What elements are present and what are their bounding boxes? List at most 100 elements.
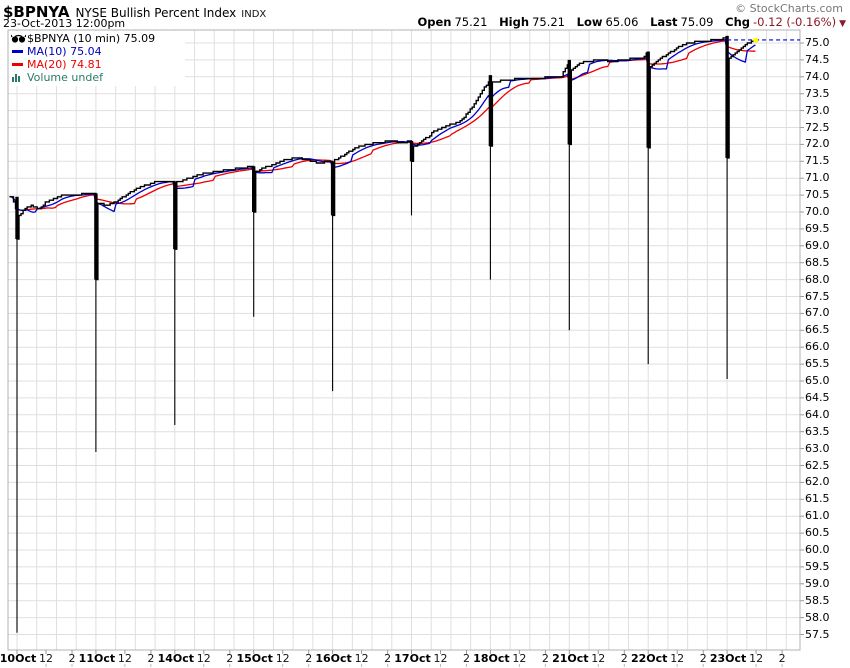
y-axis-label: 60.5 (805, 526, 830, 540)
x-axis-time-label: 2 (620, 652, 628, 665)
y-axis-label: 66.5 (805, 323, 830, 337)
y-axis-label: 59.0 (805, 576, 830, 590)
y-axis-label: 68.0 (805, 272, 830, 286)
y-axis-label: 75.0 (805, 36, 830, 49)
y-axis-label: 63.5 (805, 424, 830, 438)
high-label: High (499, 15, 530, 29)
y-axis-label: 69.0 (805, 238, 830, 252)
chart-datetime: 23-Oct-2013 12:00pm (3, 17, 126, 30)
y-axis-label: 67.5 (805, 289, 830, 303)
y-axis-label: 74.5 (805, 52, 830, 66)
x-axis-time-label: 12 (749, 652, 764, 665)
x-axis-time-label: 12 (591, 652, 606, 665)
y-axis-label: 63.0 (805, 441, 830, 455)
high-value: 75.21 (532, 15, 565, 29)
y-axis-label: 66.0 (805, 340, 830, 354)
y-axis-label: 70.0 (805, 205, 830, 218)
last-value: 75.09 (680, 15, 714, 29)
x-axis-date-label: 11Oct (78, 652, 116, 665)
x-axis-time-label: 12 (117, 652, 132, 665)
legend-row-volume: Volume undef (11, 71, 185, 84)
chart-title: $BPNYA NYSE Bullish Percent Index INDX (3, 2, 266, 21)
price-line (9, 37, 757, 281)
y-axis-label: 61.5 (805, 492, 830, 506)
open-value: 75.21 (454, 15, 488, 29)
x-axis-date-label: 15Oct (236, 652, 273, 665)
spectacles-icon (10, 33, 27, 44)
legend-row-ma20: MA(20) 74.81 (11, 58, 185, 71)
quote-summary: Open 75.21 High 75.21 Low 65.06 Last 75.09 C… (417, 15, 846, 29)
x-axis-time-label: 12 (670, 652, 685, 665)
open-label: Open (417, 15, 452, 29)
x-axis-date-label: 17Oct (394, 652, 431, 665)
symbol-name: NYSE Bullish Percent Index (75, 6, 237, 20)
y-axis-label: 62.0 (805, 475, 830, 489)
plot-border (7, 29, 801, 651)
x-axis-time-label: 12 (354, 652, 369, 665)
symbol: $BPNYA (3, 3, 70, 21)
y-axis-label: 58.0 (805, 610, 830, 624)
x-axis-time-label: 2 (699, 652, 707, 665)
x-axis-date-label: 16Oct (315, 652, 352, 665)
low-label: Low (576, 15, 603, 29)
legend-ma10-label: MA(10) 75.04 (27, 45, 102, 58)
y-axis-label: 69.5 (805, 221, 830, 235)
y-axis-label: 71.5 (805, 154, 830, 168)
x-axis-time-label: 2 (384, 652, 392, 665)
y-axis-label: 65.0 (805, 374, 830, 387)
y-axis-label: 72.0 (805, 137, 830, 151)
x-axis-time-label: 2 (541, 652, 549, 665)
x-axis-time-label: 2 (147, 652, 155, 665)
ma10-line (9, 38, 756, 213)
x-axis-date-label: 21Oct (552, 652, 589, 665)
exchange-label: INDX (241, 9, 267, 20)
x-axis-time-label: 2 (226, 652, 234, 665)
last-price-marker (753, 37, 758, 43)
volume-bars-icon (11, 72, 27, 83)
chg-label: Chg (725, 15, 750, 29)
x-axis-date-label: 10Oct (0, 652, 37, 665)
x-axis-date-label: 22Oct (630, 652, 668, 665)
y-axis-label: 71.0 (805, 171, 830, 185)
y-axis-label: 68.5 (805, 255, 830, 269)
legend-row-price: $BPNYA (10 min) 75.09 (10, 32, 185, 45)
y-axis-label: 58.5 (805, 593, 830, 607)
x-axis-time-label: 2 (463, 652, 470, 665)
y-axis-label: 59.5 (805, 559, 830, 573)
x-axis-time-label: 2 (778, 652, 786, 665)
y-axis-label: 65.5 (805, 357, 830, 371)
x-axis-date-label: 23Oct (709, 652, 747, 665)
y-axis-label: 60.0 (805, 543, 830, 556)
x-axis-time-label: 2 (68, 652, 76, 665)
x-axis-time-label: 12 (275, 652, 290, 665)
y-axis-label: 61.0 (805, 509, 830, 523)
legend-row-ma10: MA(10) 75.04 (11, 45, 185, 58)
x-axis-date-label: 18Oct (473, 652, 510, 665)
ma10-dash-icon (11, 46, 27, 57)
chg-down-triangle-icon[interactable]: ▼ (839, 19, 846, 29)
legend-price-label: $BPNYA (10 min) 75.09 (27, 32, 156, 45)
x-axis-time-label: 12 (39, 652, 53, 665)
y-axis-label: 73.5 (805, 86, 830, 100)
legend-volume-label: Volume undef (27, 71, 103, 84)
x-axis-time-label: 2 (305, 652, 313, 665)
y-axis-label: 62.5 (805, 458, 830, 472)
y-axis-label: 74.0 (805, 69, 830, 83)
y-axis-label: 72.5 (805, 120, 830, 134)
chg-value: -0.12 (-0.16%) (753, 15, 837, 29)
legend-ma20-label: MA(20) 74.81 (27, 58, 102, 71)
ma20-dash-icon (11, 59, 27, 70)
y-axis-label: 73.0 (805, 103, 830, 117)
x-axis-time-label: 12 (433, 652, 448, 665)
x-axis-time-label: 12 (512, 652, 527, 665)
copyright-note: © StockCharts.com (735, 2, 843, 15)
last-label: Last (650, 15, 678, 29)
low-value: 65.06 (605, 15, 639, 29)
x-axis-time-label: 12 (196, 652, 211, 665)
x-axis-date-label: 14Oct (157, 652, 195, 665)
y-axis-label: 64.0 (805, 407, 830, 421)
y-axis-label: 70.5 (805, 188, 830, 202)
y-axis-label: 67.0 (805, 306, 830, 320)
